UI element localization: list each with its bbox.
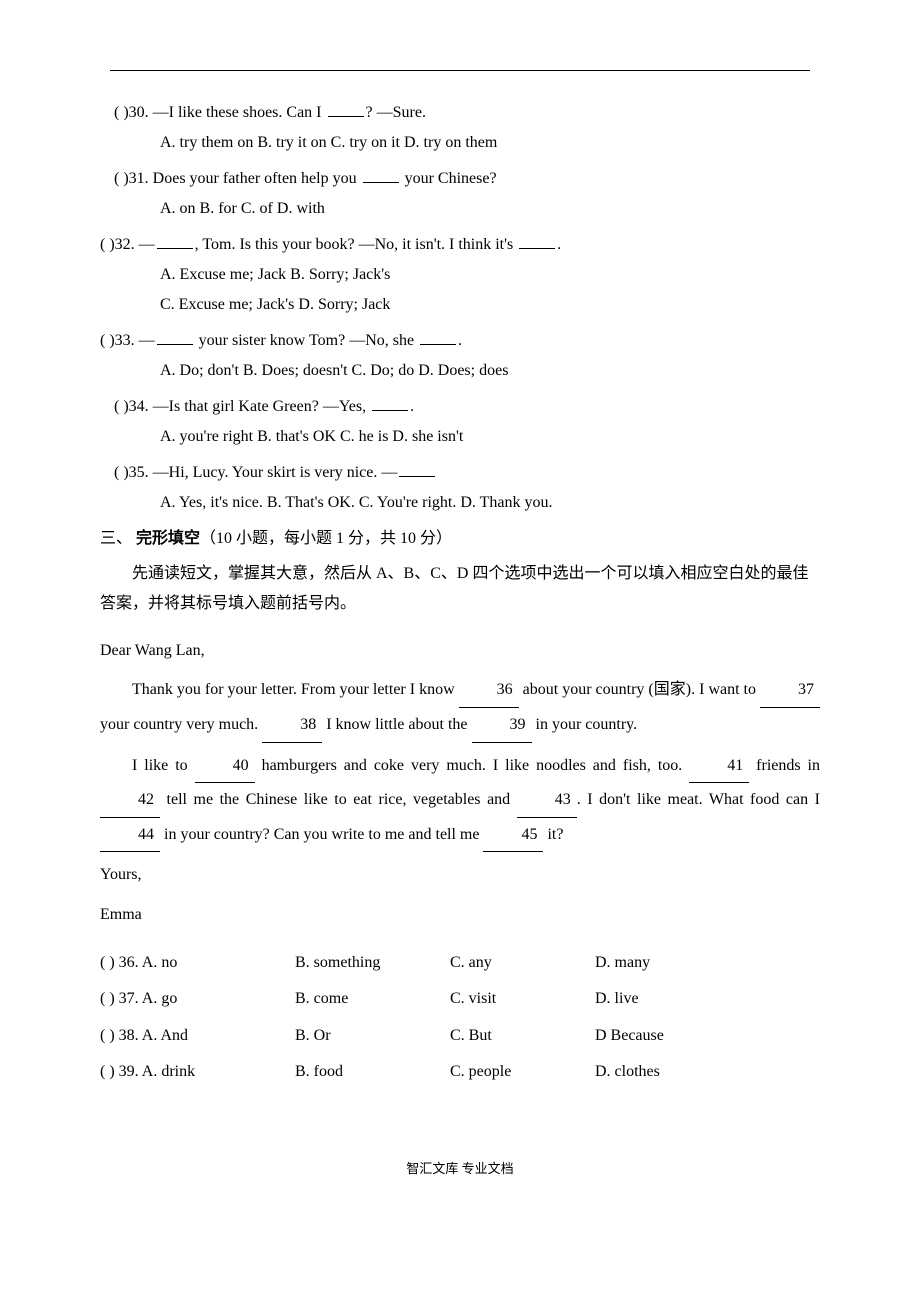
question-31: ( )31. Does your father often help you y… <box>100 167 820 221</box>
cloze-36-a: ( ) 36. A. no <box>100 946 295 980</box>
question-31-stem: ( )31. Does your father often help you y… <box>100 167 820 191</box>
q33-mid: your sister know Tom? —No, she <box>195 332 418 349</box>
blank-41: 41 <box>689 749 749 784</box>
cloze-39-b: B. food <box>295 1055 450 1089</box>
cloze-39-a: ( ) 39. A. drink <box>100 1055 295 1089</box>
blank <box>399 461 435 477</box>
section-instruction: 先通读短文，掌握其大意，然后从 A、B、C、D 四个选项中选出一个可以填入相应空… <box>100 559 820 620</box>
blank <box>363 167 399 183</box>
cloze-36-b: B. something <box>295 946 450 980</box>
q31-prefix: ( )31. Does your father often help you <box>114 170 361 187</box>
q32-mid: , Tom. Is this your book? —No, it isn't.… <box>195 236 518 253</box>
blank-38: 38 <box>262 708 322 743</box>
blank-43: 43 <box>517 783 577 818</box>
question-33: ( )33. — your sister know Tom? —No, she … <box>100 329 820 383</box>
passage-greeting: Dear Wang Lan, <box>100 634 820 668</box>
q34-prefix: ( )34. —Is that girl Kate Green? —Yes, <box>114 398 370 415</box>
question-32-stem: ( )32. — , Tom. Is this your book? —No, i… <box>100 233 820 257</box>
cloze-37-a: ( ) 37. A. go <box>100 982 295 1016</box>
blank-44: 44 <box>100 818 160 853</box>
blank-36: 36 <box>459 673 519 708</box>
q33-suffix: . <box>458 332 462 349</box>
page-footer: 智汇文库 专业文档 <box>100 1159 820 1179</box>
q32-prefix: ( )32. — <box>100 236 155 253</box>
blank-37: 37 <box>760 673 820 708</box>
cloze-37-d: D. live <box>595 982 720 1016</box>
cloze-36-c: C. any <box>450 946 595 980</box>
question-30-stem: ( )30. —I like these shoes. Can I ? —Sur… <box>100 101 820 125</box>
cloze-row-39: ( ) 39. A. drink B. food C. people D. cl… <box>100 1055 820 1089</box>
question-31-options: A. on B. for C. of D. with <box>100 197 820 221</box>
blank <box>519 233 555 249</box>
cloze-38-b: B. Or <box>295 1019 450 1053</box>
question-33-stem: ( )33. — your sister know Tom? —No, she … <box>100 329 820 353</box>
cloze-39-c: C. people <box>450 1055 595 1089</box>
cloze-38-c: C. But <box>450 1019 595 1053</box>
blank-39: 39 <box>472 708 532 743</box>
question-32: ( )32. — , Tom. Is this your book? —No, i… <box>100 233 820 317</box>
blank <box>420 329 456 345</box>
p2f: in your country? Can you write to me and… <box>160 826 483 843</box>
question-35: ( )35. —Hi, Lucy. Your skirt is very nic… <box>100 461 820 515</box>
passage-para2: I like to 40 hamburgers and coke very mu… <box>100 749 820 853</box>
question-32-options-b: C. Excuse me; Jack's D. Sorry; Jack <box>100 293 820 317</box>
cloze-row-37: ( ) 37. A. go B. come C. visit D. live <box>100 982 820 1016</box>
question-30-options: A. try them on B. try it on C. try on it… <box>100 131 820 155</box>
p2b: hamburgers and coke very much. I like no… <box>255 757 690 774</box>
q33-prefix: ( )33. — <box>100 332 155 349</box>
p2e: . I don't like meat. What food can I <box>577 791 820 808</box>
p2c: friends in <box>749 757 820 774</box>
passage-para1: Thank you for your letter. From your let… <box>100 673 820 742</box>
p1e: in your country. <box>532 716 638 733</box>
p2d: tell me the Chinese like to eat rice, ve… <box>160 791 517 808</box>
blank-40: 40 <box>195 749 255 784</box>
cloze-39-d: D. clothes <box>595 1055 720 1089</box>
blank <box>328 101 364 117</box>
passage-signature: Emma <box>100 898 820 932</box>
cloze-row-36: ( ) 36. A. no B. something C. any D. man… <box>100 946 820 980</box>
blank <box>372 395 408 411</box>
section-note: （10 小题，每小题 1 分，共 10 分） <box>200 530 452 547</box>
question-35-stem: ( )35. —Hi, Lucy. Your skirt is very nic… <box>100 461 820 485</box>
blank-42: 42 <box>100 783 160 818</box>
p1d: I know little about the <box>322 716 471 733</box>
section-number: 三、 <box>100 530 132 547</box>
question-34-options: A. you're right B. that's OK C. he is D.… <box>100 425 820 449</box>
q31-suffix: your Chinese? <box>401 170 497 187</box>
section-name: 完形填空 <box>136 530 200 547</box>
blank-45: 45 <box>483 818 543 853</box>
p1b: about your country (国家). I want to <box>519 681 760 698</box>
q30-suffix: ? —Sure. <box>366 104 426 121</box>
blank <box>157 329 193 345</box>
p1a: Thank you for your letter. From your let… <box>132 681 459 698</box>
top-rule <box>110 70 810 71</box>
cloze-37-c: C. visit <box>450 982 595 1016</box>
question-34: ( )34. —Is that girl Kate Green? —Yes, .… <box>100 395 820 449</box>
cloze-38-a: ( ) 38. A. And <box>100 1019 295 1053</box>
blank <box>157 233 193 249</box>
section-three-title: 三、 完形填空（10 小题，每小题 1 分，共 10 分） <box>100 527 820 551</box>
question-34-stem: ( )34. —Is that girl Kate Green? —Yes, . <box>100 395 820 419</box>
q35-prefix: ( )35. —Hi, Lucy. Your skirt is very nic… <box>114 464 397 481</box>
p1c: your country very much. <box>100 716 262 733</box>
p2g: it? <box>543 826 563 843</box>
cloze-37-b: B. come <box>295 982 450 1016</box>
cloze-options: ( ) 36. A. no B. something C. any D. man… <box>100 946 820 1089</box>
cloze-row-38: ( ) 38. A. And B. Or C. But D Because <box>100 1019 820 1053</box>
question-30: ( )30. —I like these shoes. Can I ? —Sur… <box>100 101 820 155</box>
cloze-passage: Dear Wang Lan, Thank you for your letter… <box>100 634 820 932</box>
question-33-options: A. Do; don't B. Does; doesn't C. Do; do … <box>100 359 820 383</box>
cloze-38-d: D Because <box>595 1019 720 1053</box>
passage-closing: Yours, <box>100 858 820 892</box>
question-35-options: A. Yes, it's nice. B. That's OK. C. You'… <box>100 491 820 515</box>
cloze-36-d: D. many <box>595 946 720 980</box>
q34-suffix: . <box>410 398 414 415</box>
q30-prefix: ( )30. —I like these shoes. Can I <box>114 104 326 121</box>
question-32-options-a: A. Excuse me; Jack B. Sorry; Jack's <box>100 263 820 287</box>
p2a: I like to <box>132 757 195 774</box>
q32-suffix: . <box>557 236 561 253</box>
